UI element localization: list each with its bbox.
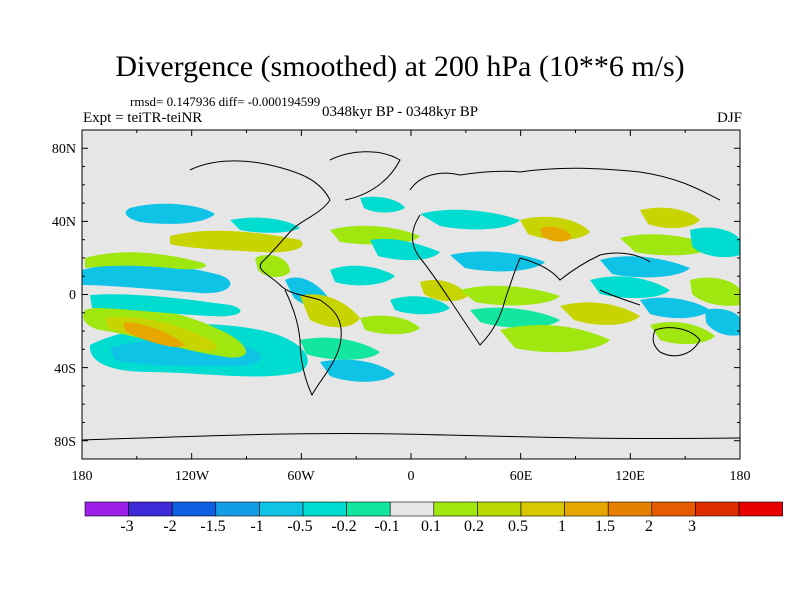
colorbar-swatch: [171, 501, 217, 517]
negative-anomaly-region: [390, 296, 450, 315]
colorbar-swatch: [477, 501, 522, 517]
negative-anomaly-region: [90, 294, 241, 317]
colorbar-swatch: [259, 501, 304, 517]
colorbar-label: 0.1: [421, 518, 441, 535]
colorbar-swatch: [564, 501, 609, 517]
positive-anomaly-max: [123, 322, 185, 348]
colorbar-label: -0.5: [287, 518, 312, 535]
colorbar-swatch: [84, 501, 129, 517]
coastlines: [82, 151, 740, 441]
colorbar-label: -0.1: [374, 518, 399, 535]
negative-anomaly-region: [300, 337, 380, 360]
lon-label-60w: 60W: [287, 469, 315, 484]
negative-anomaly-region: [470, 307, 560, 328]
lat-label-40s: 40S: [54, 362, 76, 377]
positive-anomaly-region: [85, 252, 206, 270]
colorbar-label: -2: [163, 518, 176, 535]
negative-anomaly-region: [230, 217, 300, 233]
positive-anomaly-region: [170, 230, 303, 253]
lat-label-80s: 80S: [54, 435, 76, 450]
positive-anomaly-region: [640, 207, 700, 229]
experiment-label: Expt = teiTR-teiNR: [83, 110, 203, 126]
lon-label-0: 0: [408, 469, 415, 484]
colorbar-swatch: [520, 501, 565, 517]
colorbar-swatch: [695, 501, 740, 517]
negative-anomaly-region: [420, 209, 520, 230]
season-label: DJF: [716, 110, 742, 126]
positive-anomaly-region: [330, 225, 420, 245]
lon-label-120w: 120W: [175, 469, 210, 484]
negative-anomaly-region: [82, 263, 231, 294]
axis-ticks: [81, 129, 741, 460]
colorbar-label: -3: [120, 518, 133, 535]
colorbar-label: 3: [688, 518, 696, 535]
rmsd-diff-stats: rmsd= 0.147936 diff= -0.000194599: [130, 94, 321, 109]
positive-anomaly-region: [460, 285, 560, 306]
positive-anomaly-max: [540, 226, 572, 242]
positive-anomaly-region: [500, 325, 610, 353]
negative-anomaly-region: [320, 359, 395, 382]
colorbar-swatch: [433, 501, 478, 517]
positive-anomaly-region: [690, 277, 740, 306]
colorbar-swatch: [738, 501, 783, 517]
colorbar-swatch: [389, 501, 435, 517]
negative-anomaly-region: [450, 251, 545, 272]
colorbar-label: 0.2: [464, 518, 484, 535]
positive-anomaly-region: [560, 302, 640, 325]
positive-anomaly-region: [360, 315, 420, 335]
negative-anomaly-region: [125, 203, 215, 224]
colorbar-label: -1.5: [200, 518, 225, 535]
colorbar-labels: -3 -2 -1.5 -1 -0.5 -0.2 -0.1 0.1 0.2 0.5…: [120, 518, 696, 535]
plot-title: Divergence (smoothed) at 200 hPa (10**6 …: [115, 50, 685, 83]
divergence-field: [82, 196, 740, 382]
negative-anomaly-region: [330, 265, 395, 286]
colorbar-swatch: [651, 501, 696, 517]
lat-label-0: 0: [69, 288, 76, 303]
negative-anomaly-region: [705, 308, 740, 336]
colorbar-label: 1.5: [595, 518, 615, 535]
lon-label-180e: 180: [730, 469, 751, 484]
lon-label-120e: 120E: [615, 469, 645, 484]
colorbar: [84, 501, 783, 517]
lat-label-40n: 40N: [52, 215, 76, 230]
latitude-labels: 80N 40N 0 40S 80S: [52, 142, 76, 450]
colorbar-label: 2: [645, 518, 653, 535]
colorbar-label: -0.2: [331, 518, 356, 535]
lon-label-180w: 180: [72, 469, 93, 484]
colorbar-swatch: [607, 501, 653, 517]
negative-anomaly-region: [640, 297, 710, 319]
colorbar-swatch: [215, 501, 260, 517]
negative-anomaly-region: [690, 227, 740, 258]
negative-anomaly-region: [370, 238, 440, 261]
lat-label-80n: 80N: [52, 142, 76, 157]
positive-anomaly-region: [300, 294, 360, 328]
negative-anomaly-region: [590, 276, 670, 299]
colorbar-label: 1: [558, 518, 566, 535]
negative-anomaly-region: [600, 256, 690, 278]
period-label: 0348kyr BP - 0348kyr BP: [322, 104, 479, 120]
negative-anomaly-region: [360, 196, 405, 213]
colorbar-swatch: [128, 501, 173, 517]
colorbar-swatch: [302, 501, 347, 517]
lon-label-60e: 60E: [510, 469, 533, 484]
colorbar-label: -1: [250, 518, 263, 535]
colorbar-label: 0.5: [508, 518, 528, 535]
longitude-labels: 180 120W 60W 0 60E 120E 180: [72, 469, 751, 484]
colorbar-swatch: [346, 501, 391, 517]
